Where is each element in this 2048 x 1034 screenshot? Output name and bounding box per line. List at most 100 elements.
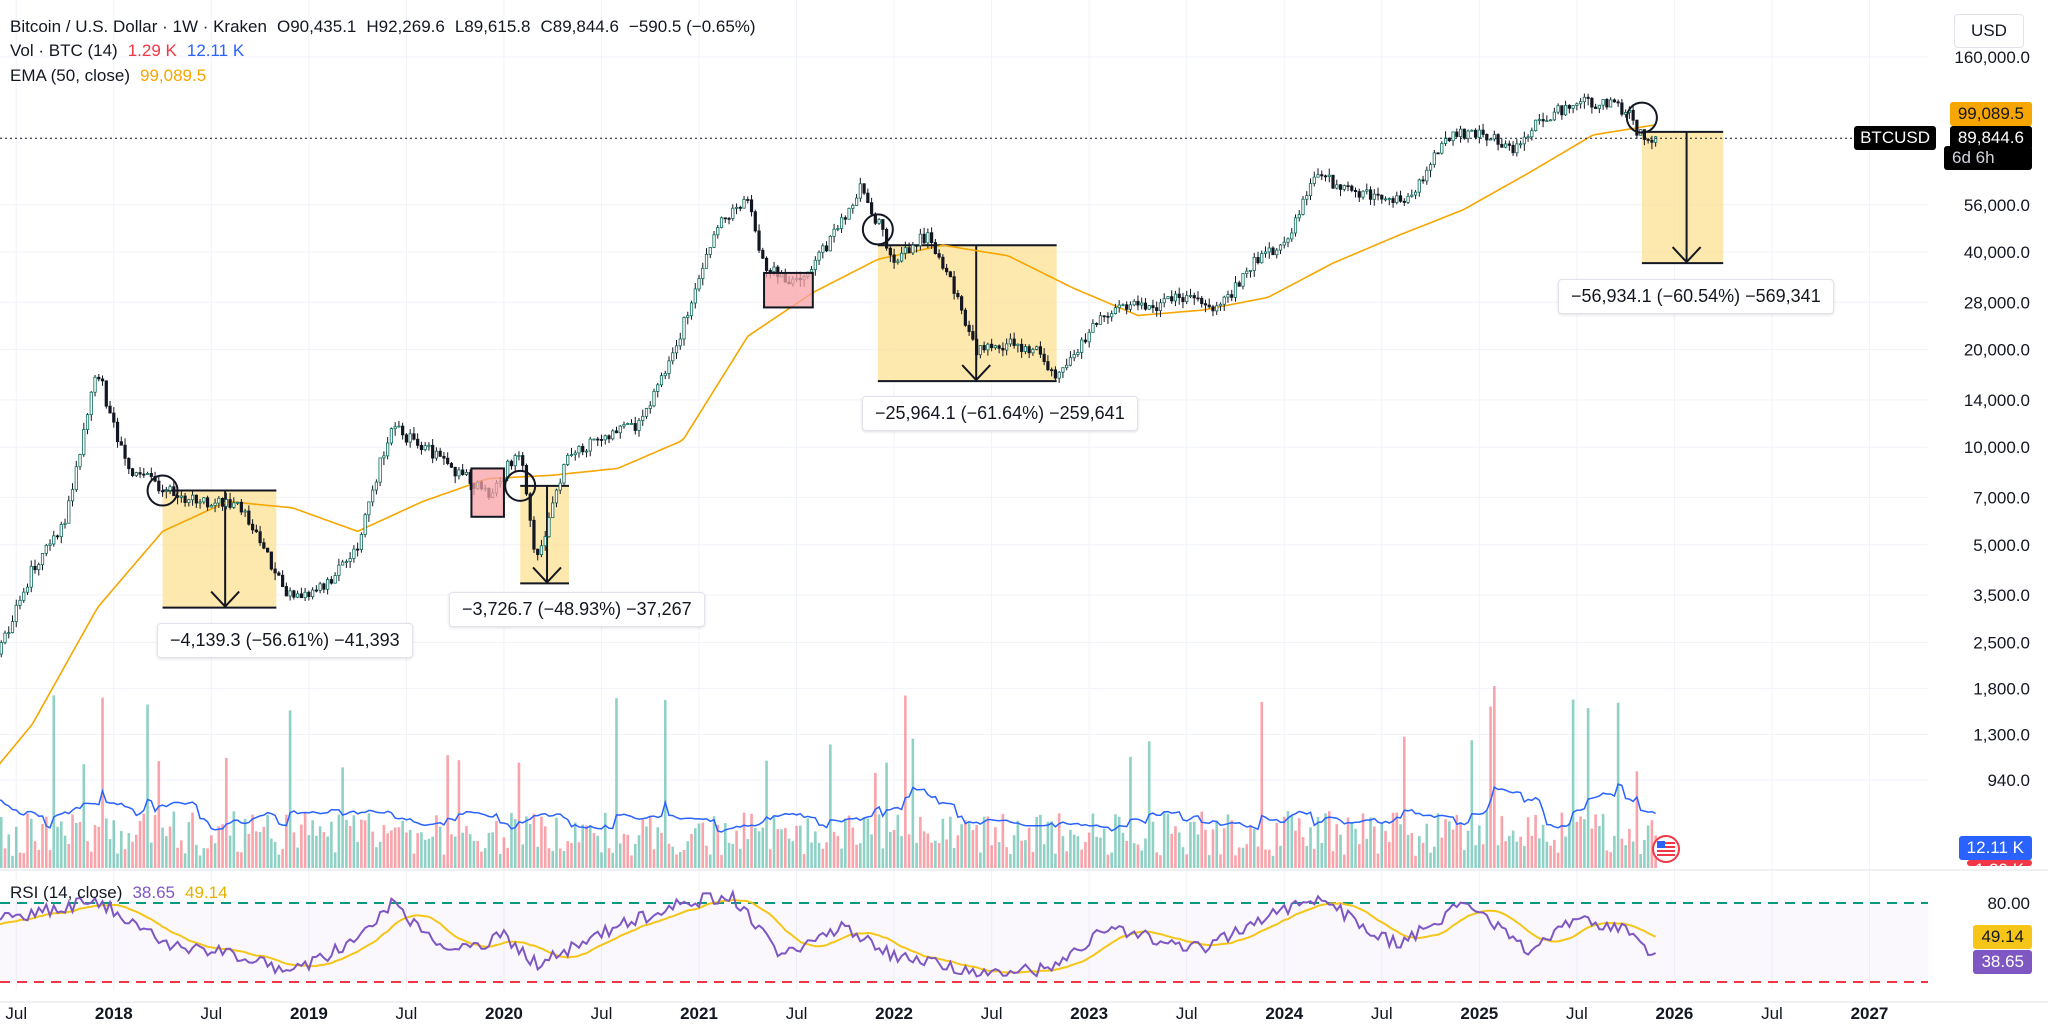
candle-body [1020,343,1024,352]
us-flag-icon[interactable] [1652,835,1680,863]
candle-body [427,444,431,447]
candle-body [1316,174,1320,178]
volume-bar [817,842,821,868]
price-tick-label: 3,500.0 [1973,586,2030,605]
candle-body [573,452,577,456]
candle-body [337,564,341,576]
volume-bar [255,831,258,868]
volume-legend-value: 1.29 K [127,41,177,60]
candle-body [847,207,851,220]
volume-bar [1267,849,1271,868]
candle-body [449,463,454,468]
candle-body [138,472,142,475]
candle-body [768,270,772,273]
candle-body [866,192,870,204]
candle-body [145,473,150,475]
candle-body [389,428,394,444]
candle-body [1335,184,1339,189]
volume-bar [682,850,686,868]
rsi-price-label: 38.65 [1973,950,2032,974]
volume-bar [341,767,344,868]
volume-bar [1207,855,1211,868]
rsi-legend[interactable]: RSI (14, close) 38.65 49.14 [10,883,238,903]
volume-bar [926,833,930,868]
price-tick-label: 1,800.0 [1973,680,2030,699]
time-tick-label: 2022 [875,1004,913,1023]
time-axis[interactable]: Jul 2018 Jul 2019 Jul 2020 Jul 2021 Jul 2022 Jul 20… [5,1004,1888,1023]
volume-bar [11,855,14,868]
volume-bar [86,841,89,868]
volume-bar [352,815,356,868]
candle-body [1256,257,1260,264]
volume-bar [1372,826,1376,868]
volume-bar [183,853,187,868]
candle-body [329,579,333,584]
candle-body [1530,130,1534,138]
volume-bar [93,825,97,868]
candle-body [1132,300,1136,306]
volume-bar [1478,825,1481,868]
candle-body [881,219,885,230]
volume-bar [232,811,236,868]
candle-body [314,589,318,592]
volume-bar [1136,844,1140,868]
volume-legend[interactable]: Vol · BTC (14) 1.29 K 12.11 K [10,41,254,61]
volume-bar [761,827,765,868]
candle-body [307,591,311,598]
volume-bar [1001,814,1005,868]
volume-bar [1455,815,1459,868]
currency-button[interactable]: USD [1954,14,2024,48]
volume-bar [165,836,168,868]
volume-bar [735,830,738,868]
candle-body [1080,339,1084,353]
time-tick-label: 2021 [680,1004,718,1023]
candle-body [1125,304,1129,310]
volume-bar [1166,813,1170,868]
volume-bar [1039,814,1042,868]
volume-bar [345,819,348,868]
candle-body [517,455,521,457]
candle-body [1012,338,1016,346]
volume-bar [663,699,667,868]
candle-body [1477,129,1481,138]
volume-bar [322,832,326,868]
candle-body [322,583,326,590]
volume-bar [510,812,513,868]
volume-bar [67,843,71,868]
volume-bar [318,826,322,868]
top-circle-marker [1625,101,1658,134]
ema-legend[interactable]: EMA (50, close) 99,089.5 [10,66,216,86]
candle-body [1383,198,1388,201]
candle-body [656,384,660,392]
volume-bar [1151,821,1155,868]
volume-bar [1575,821,1579,868]
volume-bar [532,813,536,868]
candle-body [254,529,258,533]
candle-body [1046,361,1050,371]
candle-body [824,245,829,252]
candle-body [442,455,446,459]
volume-bar [210,835,213,868]
volume-bars [0,686,1657,868]
candle-body [202,497,206,503]
volume-bar [1556,852,1560,868]
volume-bar [1586,708,1590,868]
volume-bar [71,814,74,868]
candle-body [1098,315,1103,325]
symbol-legend[interactable]: Bitcoin / U.S. Dollar · 1W · Kraken O90,4… [10,17,766,37]
candle-body [1601,99,1605,106]
volume-bar [690,833,693,868]
candle-body [446,457,450,464]
time-tick-label: 2024 [1265,1004,1303,1023]
candle-body [438,450,442,457]
volume-bar [1331,851,1335,868]
candle-body [344,561,348,564]
price-tick-label: 14,000.0 [1964,391,2030,410]
volume-bar [1219,854,1222,868]
drawdown-box [1641,131,1724,264]
rsi-legend-value: 38.65 [132,883,175,902]
volume-bar [1354,828,1357,868]
price-axis[interactable]: 940.0 1,300.0 1,800.0 2,500.0 3,500.0 5,000.0… [1954,48,2030,913]
volume-bar [337,814,341,868]
